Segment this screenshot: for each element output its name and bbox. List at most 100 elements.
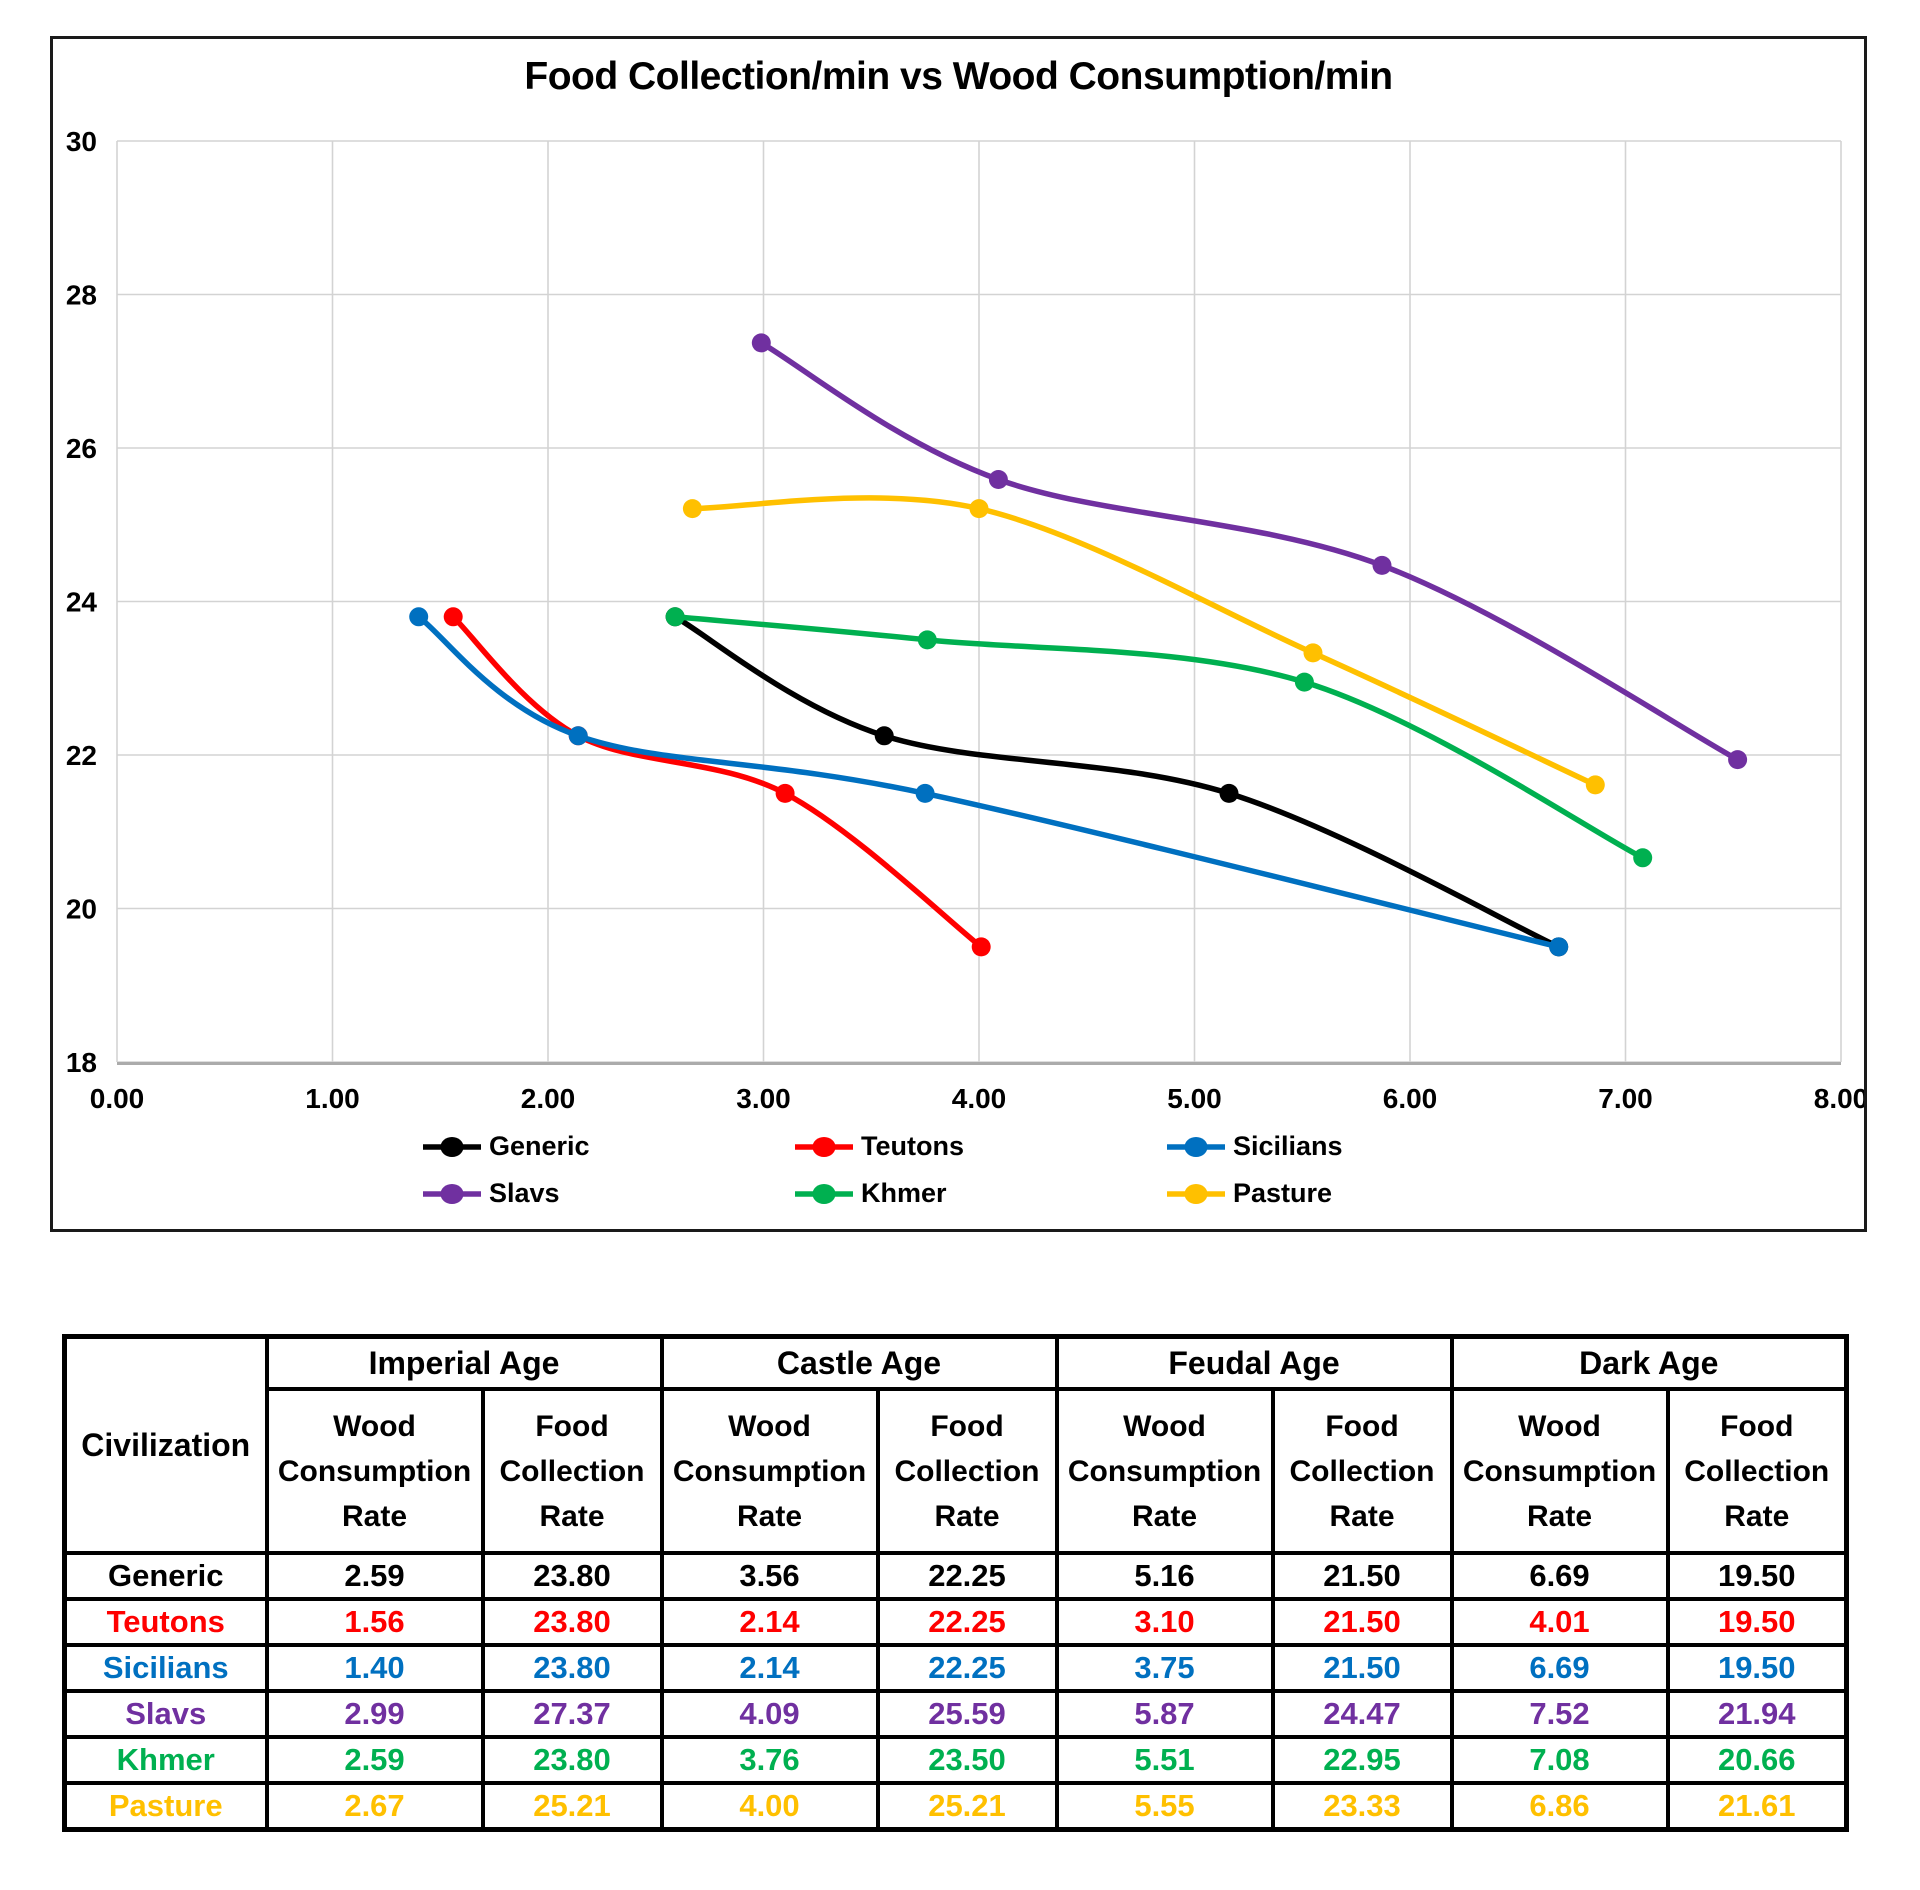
rate-value: 4.00 [659, 1781, 880, 1832]
data-point-pasture [1303, 643, 1323, 663]
rate-value: 5.51 [1054, 1735, 1275, 1785]
rate-value: 21.50 [1270, 1643, 1454, 1693]
data-point-generic [874, 726, 894, 746]
age-header-dark-age: Dark Age [1449, 1334, 1849, 1391]
svg-text:0.00: 0.00 [90, 1083, 145, 1114]
data-point-sicilians [915, 783, 935, 803]
age-header-imperial-age: Imperial Age [264, 1334, 664, 1391]
rate-value: 21.94 [1665, 1689, 1849, 1739]
civ-name: Slavs [62, 1689, 269, 1739]
rate-value: 21.61 [1665, 1781, 1849, 1832]
rate-value: 19.50 [1665, 1551, 1849, 1601]
data-point-sicilians [568, 726, 588, 746]
legend-label: Generic [489, 1131, 590, 1161]
rate-value: 3.75 [1054, 1643, 1275, 1693]
age-header-feudal-age: Feudal Age [1054, 1334, 1454, 1391]
data-point-teutons [775, 783, 795, 803]
legend-label: Slavs [489, 1178, 560, 1208]
svg-text:18: 18 [66, 1047, 97, 1078]
legend-marker-icon [795, 1136, 853, 1157]
rate-value: 6.69 [1449, 1643, 1670, 1693]
data-point-pasture [1585, 775, 1605, 795]
svg-text:22: 22 [66, 740, 97, 771]
series-line-khmer [674, 614, 1644, 861]
rate-value: 19.50 [1665, 1597, 1849, 1647]
data-point-teutons [971, 937, 991, 957]
rate-value: 22.25 [875, 1551, 1059, 1601]
rate-value: 2.59 [264, 1735, 485, 1785]
data-point-slavs [751, 333, 771, 353]
svg-text:1.00: 1.00 [305, 1083, 360, 1114]
rate-value: 3.56 [659, 1551, 880, 1601]
rate-column-header: Food Collection Rate [875, 1387, 1059, 1555]
table-row-sicilians: Sicilians 1.40 23.80 2.14 22.25 3.75 21.50 6.69… [62, 1643, 1849, 1693]
chart-panel: Food Collection/min vs Wood Consumption/… [50, 36, 1867, 1232]
data-point-generic [1219, 783, 1239, 803]
rate-column-header: Wood Consumption Rate [1449, 1387, 1670, 1555]
svg-text:24: 24 [66, 587, 98, 618]
rate-value: 2.14 [659, 1597, 880, 1647]
rate-value: 22.95 [1270, 1735, 1454, 1785]
data-point-khmer [665, 607, 685, 627]
legend-marker-icon [1167, 1136, 1225, 1157]
svg-text:7.00: 7.00 [1598, 1083, 1653, 1114]
data-point-slavs [1372, 555, 1392, 575]
rate-value: 22.25 [875, 1597, 1059, 1647]
rate-value: 19.50 [1665, 1643, 1849, 1693]
rate-value: 21.50 [1270, 1551, 1454, 1601]
svg-text:3.00: 3.00 [736, 1083, 791, 1114]
rate-value: 25.59 [875, 1689, 1059, 1739]
legend-item-pasture: Pasture [1167, 1178, 1539, 1209]
legend-label: Teutons [861, 1131, 964, 1161]
data-point-sicilians [1549, 937, 1569, 957]
svg-text:26: 26 [66, 433, 97, 464]
rate-column-header: Food Collection Rate [480, 1387, 664, 1555]
chart-title: Food Collection/min vs Wood Consumption/… [524, 55, 1393, 98]
legend-label: Pasture [1233, 1178, 1333, 1208]
data-point-slavs [988, 470, 1008, 489]
rate-column-header: Food Collection Rate [1270, 1387, 1454, 1555]
rate-value: 22.25 [875, 1643, 1059, 1693]
svg-text:28: 28 [66, 280, 97, 311]
rate-value: 2.59 [264, 1551, 485, 1601]
svg-text:4.00: 4.00 [952, 1083, 1007, 1114]
civ-name: Khmer [62, 1735, 269, 1785]
rate-value: 1.56 [264, 1597, 485, 1647]
rate-value: 6.86 [1449, 1781, 1670, 1832]
svg-text:8.00: 8.00 [1814, 1083, 1864, 1114]
civ-name: Pasture [62, 1781, 269, 1832]
rate-value: 23.33 [1270, 1781, 1454, 1832]
svg-text:20: 20 [66, 894, 97, 925]
rate-column-header: Wood Consumption Rate [659, 1387, 880, 1555]
rate-value: 23.80 [480, 1735, 664, 1785]
rate-value: 1.40 [264, 1643, 485, 1693]
series-line-teutons [451, 614, 983, 950]
table-row-slavs: Slavs 2.99 27.37 4.09 25.59 5.87 24.47 7.52 21.9… [62, 1689, 1849, 1739]
legend-item-slavs: Slavs [423, 1178, 795, 1209]
data-point-khmer [1633, 848, 1653, 868]
rate-value: 23.80 [480, 1643, 664, 1693]
data-point-teutons [443, 607, 463, 627]
data-point-sicilians [409, 607, 429, 627]
rate-value: 20.66 [1665, 1735, 1849, 1785]
svg-text:30: 30 [66, 126, 97, 157]
rate-value: 7.52 [1449, 1689, 1670, 1739]
rate-value: 2.14 [659, 1643, 880, 1693]
legend-item-generic: Generic [423, 1131, 795, 1162]
rate-value: 4.09 [659, 1689, 880, 1739]
line-chart: 0.00 1.00 2.00 3.00 4.00 5.00 6.00 7.00 8.00 18 20… [66, 126, 1864, 1114]
data-point-pasture [969, 499, 989, 519]
civ-name: Sicilians [62, 1643, 269, 1693]
series-line-sicilians [417, 614, 1560, 950]
legend-marker-icon [423, 1183, 481, 1204]
svg-text:2.00: 2.00 [521, 1083, 576, 1114]
rate-column-header: Wood Consumption Rate [1054, 1387, 1275, 1555]
rate-value: 2.67 [264, 1781, 485, 1832]
rate-value: 5.87 [1054, 1689, 1275, 1739]
civilization-header: Civilization [62, 1334, 269, 1555]
rate-value: 25.21 [480, 1781, 664, 1832]
data-point-khmer [917, 630, 937, 650]
rate-value: 5.55 [1054, 1781, 1275, 1832]
rate-value: 2.99 [264, 1689, 485, 1739]
table-row-khmer: Khmer 2.59 23.80 3.76 23.50 5.51 22.95 7.08 20.6… [62, 1735, 1849, 1785]
